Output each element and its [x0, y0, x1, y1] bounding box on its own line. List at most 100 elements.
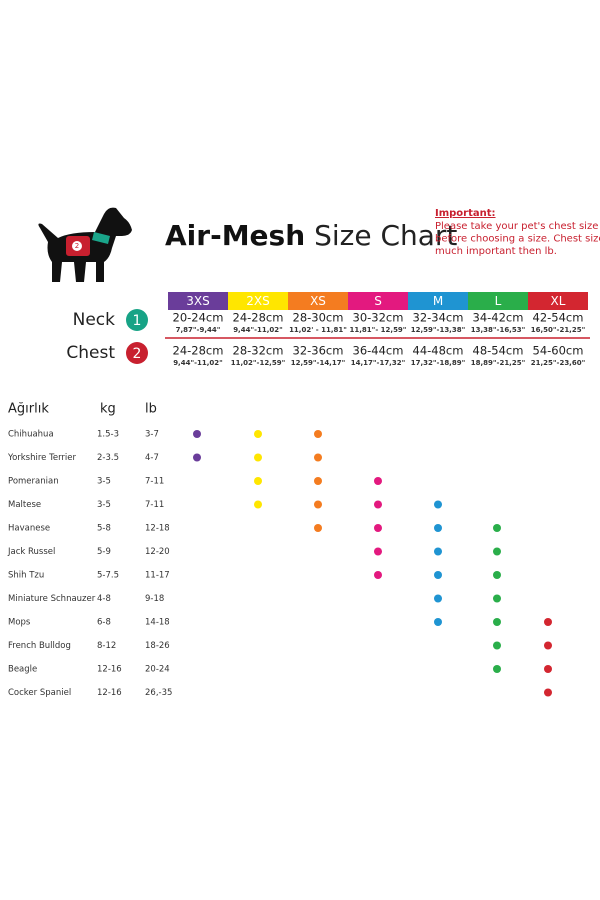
size-dot — [493, 618, 501, 626]
neck-inch: 11,02' - 11,81" — [289, 326, 347, 334]
chest-cm: 54-60cm — [533, 344, 584, 358]
breed-kg: 4-8 — [97, 594, 111, 604]
breed-lb: 7-11 — [145, 500, 164, 510]
breed-lb: 9-18 — [145, 594, 164, 604]
breed-kg: 1.5-3 — [97, 430, 119, 440]
breed-lb: 12-18 — [145, 524, 170, 534]
size-dot — [314, 477, 322, 485]
chest-inch: 17,32"-18,89" — [411, 359, 465, 367]
size-dot — [493, 547, 501, 556]
breed-kg: 5-8 — [97, 524, 111, 534]
chest-cm: 24-28cm — [173, 344, 224, 358]
size-dot — [544, 688, 552, 697]
chest-badge — [126, 342, 148, 364]
size-header — [408, 292, 468, 310]
chest-label: Chest — [66, 343, 115, 363]
size-dot — [544, 618, 552, 626]
neck-inch: 7,87"-9,44" — [176, 326, 221, 334]
size-dot — [493, 641, 501, 650]
size-dot — [374, 477, 382, 485]
chest-inch: 9,44"-11,02" — [173, 359, 223, 367]
neck-inch: 12,59"-13,38" — [411, 326, 465, 334]
chest-cm: 36-44cm — [353, 344, 404, 358]
size-header — [228, 292, 288, 310]
chest-cm: 44-48cm — [413, 344, 464, 358]
breed-lb: 18-26 — [145, 641, 170, 651]
chest-cm: 28-32cm — [233, 344, 284, 358]
chest-inch: 12,59"-14,17" — [291, 359, 345, 367]
dog-badge-number: 2 — [75, 242, 79, 250]
breed-kg: 3-5 — [97, 500, 111, 510]
chest-inch: 14,17"-17,32" — [351, 359, 405, 367]
chest-inch: 11,02"-12,59" — [231, 359, 285, 367]
size-dot — [374, 500, 382, 509]
important-heading: Important: — [435, 208, 496, 219]
chest-cm: 32-36cm — [293, 344, 344, 358]
breed-name: Maltese — [8, 500, 41, 510]
breed-kg: 3-5 — [97, 477, 111, 487]
size-dot — [493, 594, 501, 603]
breed-lb: 20-24 — [145, 665, 170, 675]
breed-kg: 12-16 — [97, 688, 122, 698]
dog-collar — [92, 232, 110, 244]
neck-inch: 16,50"-21,25" — [531, 326, 585, 334]
size-dot — [374, 524, 382, 532]
neck-inch: 11,81"- 12,59" — [350, 326, 407, 334]
size-dot — [314, 524, 322, 532]
dog-icon: 2 — [38, 207, 132, 282]
size-header — [168, 292, 228, 310]
size-dot — [493, 665, 501, 673]
breed-name: Havanese — [8, 524, 50, 534]
size-dot — [434, 594, 442, 603]
breed-kg: 5-9 — [97, 547, 111, 557]
breed-name: French Bulldog — [8, 641, 71, 651]
breed-name: Chihuahua — [8, 430, 54, 440]
title: Air-Mesh Size Chart — [165, 219, 457, 252]
breed-lb: 11-17 — [145, 571, 170, 581]
size-label: M — [433, 294, 443, 308]
breed-lb: 4-7 — [145, 453, 159, 463]
size-dot — [374, 547, 382, 556]
size-dot — [254, 500, 262, 509]
size-header — [468, 292, 528, 310]
breed-name: Cocker Spaniel — [8, 688, 71, 698]
neck-label: Neck — [73, 310, 116, 330]
size-dot — [434, 500, 442, 509]
size-dot — [434, 618, 442, 626]
breed-name: Miniature Schnauzer — [8, 594, 96, 604]
neck-badge-number: 1 — [133, 313, 142, 329]
neck-inch: 13,38"-16,53" — [471, 326, 525, 334]
size-dot — [254, 453, 262, 462]
size-label: 3XS — [186, 294, 209, 308]
size-header — [528, 292, 588, 310]
breed-name: Shih Tzu — [8, 571, 44, 581]
breed-kg: 2-3.5 — [97, 453, 119, 463]
table-header: Ağırlık — [8, 402, 49, 417]
neck-cm: 42-54cm — [533, 311, 584, 325]
size-dot — [193, 430, 201, 438]
neck-cm: 30-32cm — [353, 311, 404, 325]
chest-badge-number: 2 — [133, 346, 142, 362]
size-dot — [374, 571, 382, 579]
chest-cm: 48-54cm — [473, 344, 524, 358]
breed-kg: 12-16 — [97, 665, 122, 675]
size-dot — [314, 500, 322, 509]
breed-lb: 12-20 — [145, 547, 170, 557]
breed-lb: 3-7 — [145, 430, 159, 440]
size-dot — [254, 477, 262, 485]
breed-name: Jack Russel — [7, 547, 55, 557]
size-dot — [493, 571, 501, 579]
chest-inch: 18,89"-21,25" — [471, 359, 525, 367]
neck-cm: 34-42cm — [473, 311, 524, 325]
size-label: S — [374, 294, 382, 308]
size-dot — [493, 524, 501, 532]
neck-badge — [126, 309, 148, 331]
size-label: XS — [310, 294, 326, 308]
breed-name: Mops — [8, 618, 31, 628]
breed-name: Yorkshire Terrier — [7, 453, 77, 463]
size-label: XL — [551, 294, 566, 308]
neck-cm: 28-30cm — [293, 311, 344, 325]
chest-inch: 21,25"-23,60" — [531, 359, 585, 367]
size-dot — [544, 641, 552, 650]
